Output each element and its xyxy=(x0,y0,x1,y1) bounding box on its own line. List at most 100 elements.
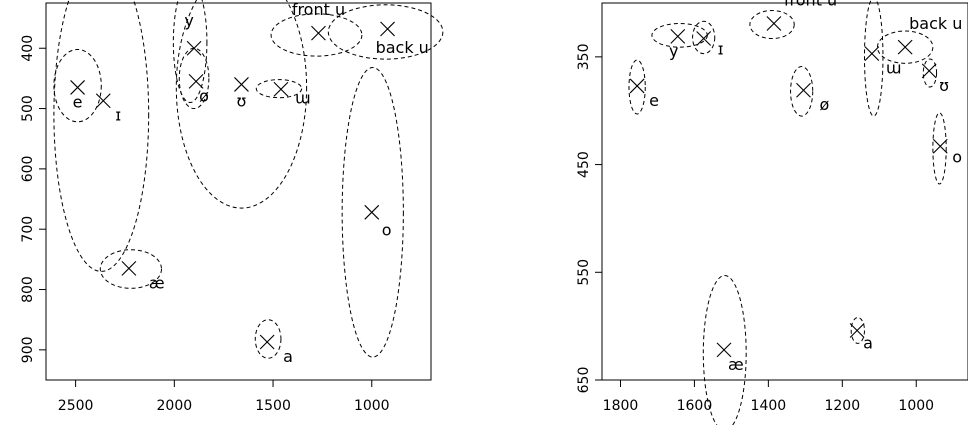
ellipse-o xyxy=(932,112,947,185)
ellipse-small-capital-i xyxy=(53,0,150,272)
vowel-label-small-capital-i: ɪ xyxy=(718,40,724,59)
ellipse-a xyxy=(850,317,865,344)
x-tick-label: 1200 xyxy=(824,398,860,414)
x-marker xyxy=(897,39,913,55)
ellipse-small-capital-i xyxy=(692,20,716,55)
point-front-u xyxy=(766,16,782,31)
point-front-u xyxy=(311,25,326,41)
ellipse-turned-m xyxy=(863,0,884,117)
x-marker xyxy=(186,40,202,56)
y-tick-label: 400 xyxy=(20,35,36,62)
x-marker xyxy=(259,334,275,350)
point-o xyxy=(932,138,948,154)
point-o xyxy=(364,204,380,220)
y-tick-label: 700 xyxy=(20,216,36,243)
vowel-label-o-slash: ø xyxy=(199,86,209,105)
point-a xyxy=(849,323,865,338)
y-tick-label: 800 xyxy=(20,276,36,303)
plot-frame-2 xyxy=(601,2,968,381)
vowel-label-front-u: front u xyxy=(292,0,345,19)
ellipse-ash xyxy=(702,275,747,429)
vowel-label-y: y xyxy=(184,11,193,30)
ellipse-back-u xyxy=(327,4,444,60)
vowel-label-e: e xyxy=(73,92,83,111)
x-marker xyxy=(796,82,811,98)
x-marker xyxy=(188,74,204,89)
x-tick-label: 1000 xyxy=(354,398,390,414)
x-marker xyxy=(234,77,249,92)
vowel-label-y: y xyxy=(669,41,678,60)
point-a xyxy=(259,334,275,350)
vowel-label-a: a xyxy=(863,333,873,352)
ellipse-back-u xyxy=(876,30,934,64)
ellipse-y xyxy=(172,0,208,104)
ellipse-ash xyxy=(99,249,162,289)
ellipse-o xyxy=(341,67,404,358)
x-marker xyxy=(629,78,645,94)
x-tick-label: 1000 xyxy=(898,398,934,414)
x-marker xyxy=(95,93,111,109)
point-back-u xyxy=(380,21,395,37)
ellipse-turned-m xyxy=(255,79,303,99)
point-ash xyxy=(716,342,732,358)
point-small-capital-i xyxy=(95,93,111,109)
y-tick-label: 500 xyxy=(20,95,36,122)
ellipse-front-u xyxy=(270,13,363,57)
x-marker xyxy=(864,46,880,62)
point-o-slash xyxy=(188,74,204,89)
x-marker xyxy=(932,138,948,154)
x-marker xyxy=(364,204,380,220)
x-marker xyxy=(696,31,712,46)
vowel-label-front-u: front u xyxy=(784,0,837,9)
y-tick-label: 550 xyxy=(576,259,592,286)
point-turned-m xyxy=(273,81,289,97)
y-tick-label: 350 xyxy=(576,43,592,70)
vowel-label-ash: æ xyxy=(149,273,165,292)
x-marker xyxy=(121,261,137,276)
x-tick-label: 1400 xyxy=(751,398,787,414)
plot-frame-1 xyxy=(45,2,432,381)
x-marker xyxy=(670,29,686,44)
ellipse-e xyxy=(628,59,646,115)
ellipse-upsilon xyxy=(922,58,938,88)
x-tick-label: 1600 xyxy=(677,398,713,414)
vowel-label-back-u: back u xyxy=(909,14,962,33)
point-e xyxy=(629,78,645,94)
x-marker xyxy=(273,81,289,97)
vowel-label-o-slash: ø xyxy=(819,95,829,114)
vowel-label-a: a xyxy=(283,347,293,366)
point-upsilon xyxy=(234,77,249,92)
ellipse-e xyxy=(53,48,102,123)
vowel-label-small-capital-i: ɪ xyxy=(115,106,121,125)
vowel-label-turned-m: ɯ xyxy=(886,59,902,78)
point-ash xyxy=(121,261,137,276)
y-tick-label: 600 xyxy=(20,156,36,183)
x-tick-label: 2500 xyxy=(58,398,94,414)
y-tick-label: 450 xyxy=(576,151,592,178)
vowel-label-e: e xyxy=(649,91,659,110)
x-tick-label: 1500 xyxy=(255,398,291,414)
vowel-label-ash: æ xyxy=(728,355,744,374)
point-y xyxy=(670,29,686,44)
vowel-label-back-u: back u xyxy=(376,38,429,57)
ellipse-upsilon xyxy=(175,0,308,209)
vowel-label-o: o xyxy=(382,220,392,239)
x-marker xyxy=(766,16,782,31)
vowel-label-upsilon: ʊ xyxy=(939,76,949,95)
ellipse-front-u xyxy=(749,10,795,40)
x-marker xyxy=(380,21,395,37)
x-marker xyxy=(849,323,865,338)
ellipse-a xyxy=(254,319,282,359)
x-tick-label: 1800 xyxy=(603,398,639,414)
x-marker xyxy=(311,25,326,41)
point-e xyxy=(70,80,85,95)
y-tick-label: 900 xyxy=(20,336,36,363)
ellipse-o-slash xyxy=(790,66,814,117)
vowel-label-turned-m: ɯ xyxy=(295,88,311,107)
vowel-label-o: o xyxy=(952,147,962,166)
point-o-slash xyxy=(796,82,811,98)
point-small-capital-i xyxy=(696,31,712,46)
point-turned-m xyxy=(864,46,880,62)
